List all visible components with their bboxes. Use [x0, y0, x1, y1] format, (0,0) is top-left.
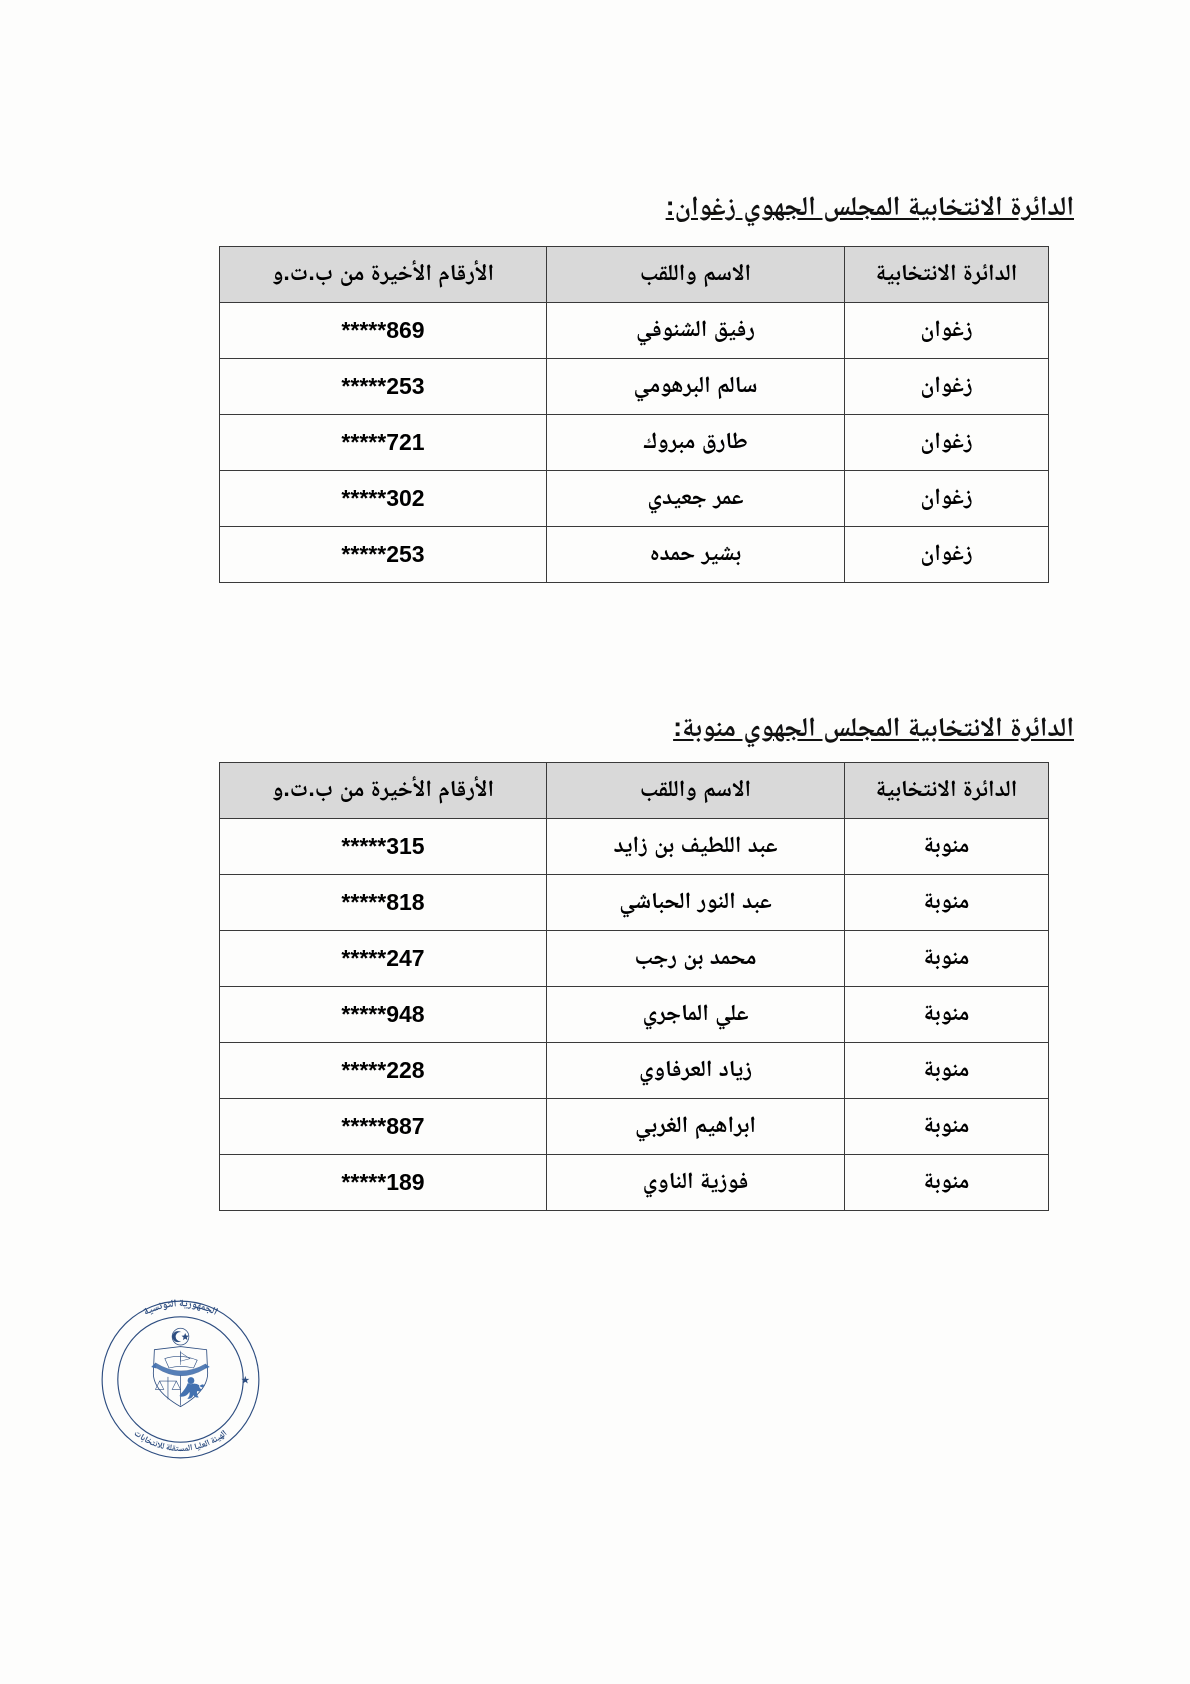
svg-text:الجمهورية التونسية: الجمهورية التونسية — [140, 1295, 220, 1321]
svg-text:★: ★ — [241, 1376, 250, 1387]
